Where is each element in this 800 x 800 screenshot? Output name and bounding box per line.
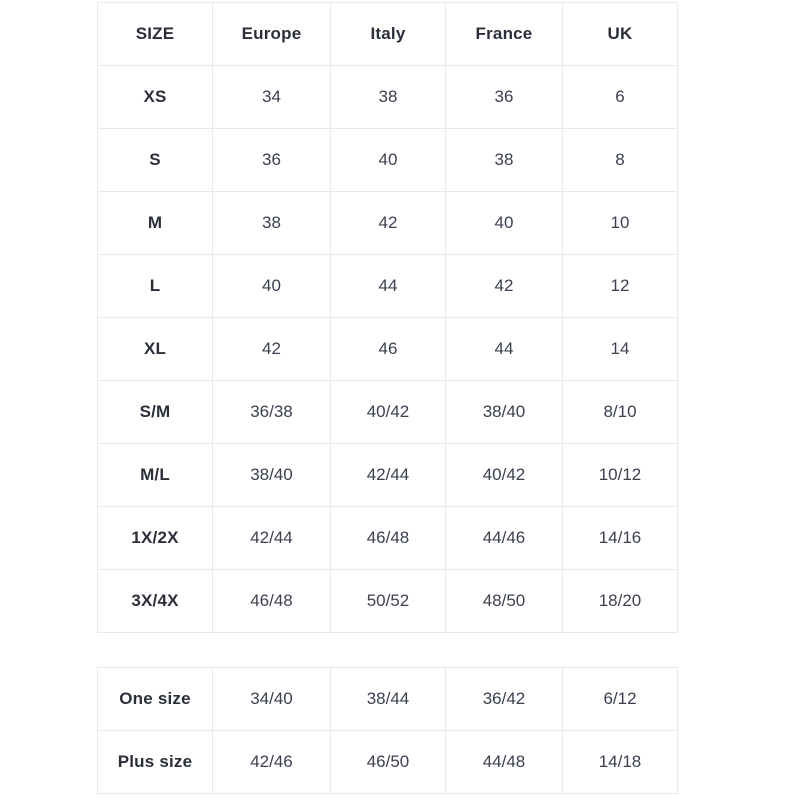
table-row: M/L 38/40 42/44 40/42 10/12 [97, 443, 678, 507]
cell-uk: 10 [562, 191, 678, 255]
cell-uk: 14/16 [562, 506, 678, 570]
table-row: 3X/4X 46/48 50/52 48/50 18/20 [97, 569, 678, 633]
cell-italy: 40 [330, 128, 446, 192]
cell-france: 40 [445, 191, 563, 255]
table-row: One size 34/40 38/44 36/42 6/12 [97, 667, 678, 731]
column-header-italy: Italy [330, 2, 446, 66]
row-label: Plus size [97, 730, 213, 794]
cell-italy: 42/44 [330, 443, 446, 507]
cell-france: 48/50 [445, 569, 563, 633]
row-label: XS [97, 65, 213, 129]
cell-italy: 44 [330, 254, 446, 318]
cell-italy: 46/48 [330, 506, 446, 570]
row-label: M [97, 191, 213, 255]
cell-europe: 42/44 [212, 506, 331, 570]
table-header: SIZE Europe Italy France UK [97, 2, 678, 66]
header-row: SIZE Europe Italy France UK [97, 2, 678, 66]
cell-france: 42 [445, 254, 563, 318]
one-size-plus-size-table: One size 34/40 38/44 36/42 6/12 Plus siz… [97, 667, 678, 794]
cell-uk: 6/12 [562, 667, 678, 731]
table-row: S/M 36/38 40/42 38/40 8/10 [97, 380, 678, 444]
row-label: 3X/4X [97, 569, 213, 633]
table-body: One size 34/40 38/44 36/42 6/12 Plus siz… [97, 667, 678, 794]
cell-france: 38 [445, 128, 563, 192]
cell-europe: 34/40 [212, 667, 331, 731]
row-label: S/M [97, 380, 213, 444]
table-row: Plus size 42/46 46/50 44/48 14/18 [97, 730, 678, 794]
cell-uk: 8 [562, 128, 678, 192]
table-row: L 40 44 42 12 [97, 254, 678, 318]
cell-italy: 40/42 [330, 380, 446, 444]
column-header-europe: Europe [212, 2, 331, 66]
cell-france: 44 [445, 317, 563, 381]
cell-europe: 38 [212, 191, 331, 255]
cell-italy: 46 [330, 317, 446, 381]
cell-france: 44/48 [445, 730, 563, 794]
cell-uk: 8/10 [562, 380, 678, 444]
row-label: One size [97, 667, 213, 731]
table-row: XS 34 38 36 6 [97, 65, 678, 129]
cell-france: 36/42 [445, 667, 563, 731]
cell-europe: 36 [212, 128, 331, 192]
cell-uk: 18/20 [562, 569, 678, 633]
cell-france: 44/46 [445, 506, 563, 570]
cell-france: 36 [445, 65, 563, 129]
cell-uk: 10/12 [562, 443, 678, 507]
cell-italy: 38 [330, 65, 446, 129]
cell-italy: 42 [330, 191, 446, 255]
table-row: 1X/2X 42/44 46/48 44/46 14/16 [97, 506, 678, 570]
table-body: XS 34 38 36 6 S 36 40 38 8 M 38 42 40 10 [97, 65, 678, 633]
row-label: 1X/2X [97, 506, 213, 570]
cell-europe: 42/46 [212, 730, 331, 794]
row-label: L [97, 254, 213, 318]
cell-europe: 36/38 [212, 380, 331, 444]
column-header-uk: UK [562, 2, 678, 66]
table-row: M 38 42 40 10 [97, 191, 678, 255]
row-label: M/L [97, 443, 213, 507]
row-label: S [97, 128, 213, 192]
row-label: XL [97, 317, 213, 381]
column-header-france: France [445, 2, 563, 66]
cell-uk: 14/18 [562, 730, 678, 794]
cell-europe: 34 [212, 65, 331, 129]
cell-europe: 38/40 [212, 443, 331, 507]
cell-europe: 40 [212, 254, 331, 318]
cell-uk: 6 [562, 65, 678, 129]
table-row: XL 42 46 44 14 [97, 317, 678, 381]
cell-europe: 46/48 [212, 569, 331, 633]
cell-france: 40/42 [445, 443, 563, 507]
cell-italy: 38/44 [330, 667, 446, 731]
size-conversion-table: SIZE Europe Italy France UK XS 34 38 36 … [97, 2, 678, 633]
cell-france: 38/40 [445, 380, 563, 444]
cell-italy: 50/52 [330, 569, 446, 633]
cell-europe: 42 [212, 317, 331, 381]
cell-uk: 12 [562, 254, 678, 318]
column-header-size: SIZE [97, 2, 213, 66]
cell-uk: 14 [562, 317, 678, 381]
table-row: S 36 40 38 8 [97, 128, 678, 192]
cell-italy: 46/50 [330, 730, 446, 794]
